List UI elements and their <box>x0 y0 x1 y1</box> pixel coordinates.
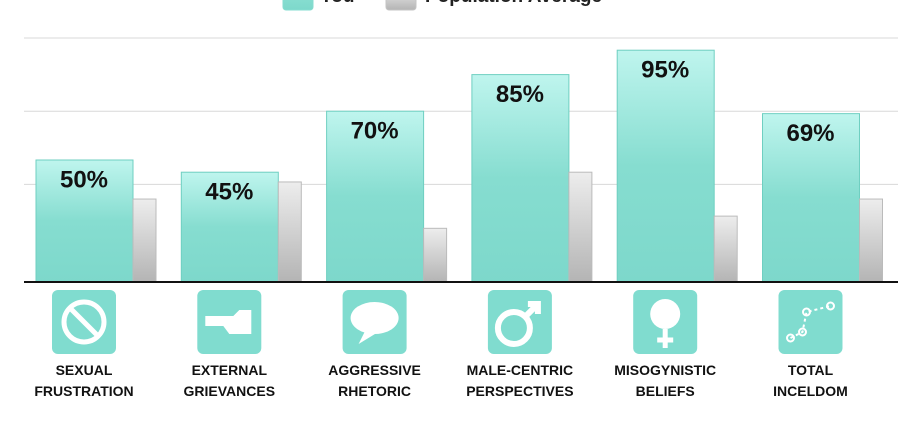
icon-glyph <box>802 307 811 317</box>
value-label: 45% <box>205 179 253 206</box>
icon-glyph <box>650 299 681 329</box>
x-tick-label: AGGRESSIVE RHETORIC <box>328 362 421 399</box>
legend-label: You <box>320 0 354 7</box>
icon <box>786 301 835 343</box>
icon-glyph <box>786 333 795 343</box>
icon <box>205 310 252 334</box>
icon-glyph <box>790 305 831 339</box>
icon-glyph <box>350 302 399 334</box>
legend-swatch <box>385 0 417 11</box>
icon <box>494 301 541 347</box>
icon-glyph <box>61 299 107 345</box>
x-tick-label: EXTERNAL GRIEVANCES <box>183 362 276 399</box>
bar <box>616 49 715 283</box>
value-label: 85% <box>496 81 544 108</box>
bar <box>762 113 860 283</box>
bar <box>423 227 448 283</box>
icon-glyph <box>657 329 674 348</box>
icon-glyph <box>523 301 541 319</box>
icon-glyph <box>205 310 252 334</box>
category-icon <box>778 290 843 354</box>
icon-glyph <box>494 309 533 347</box>
value-label: 69% <box>786 120 834 147</box>
bar <box>132 198 157 283</box>
icon-glyph <box>68 306 100 338</box>
icon-glyph <box>358 332 377 344</box>
bar <box>277 181 302 283</box>
value-label: 70% <box>351 118 399 145</box>
x-tick-label: SEXUAL FRUSTRATION <box>34 362 134 399</box>
x-tick-label: MALE-CENTRIC PERSPECTIVES <box>466 362 574 399</box>
bar <box>568 171 593 283</box>
icon-glyph <box>798 327 807 337</box>
icon <box>350 302 399 344</box>
value-label: 50% <box>60 166 108 193</box>
legend-swatch <box>282 0 314 11</box>
x-tick-label: MISOGYNISTIC BELIEFS <box>614 362 717 399</box>
x-tick-label: TOTAL INCELDOM <box>773 362 848 399</box>
icon-glyph <box>826 301 835 311</box>
bar <box>713 215 738 283</box>
bar <box>471 74 570 283</box>
bar <box>859 198 883 283</box>
legend-label: Population Average <box>425 0 602 7</box>
icon <box>61 299 107 345</box>
icon <box>650 299 681 348</box>
bar <box>326 110 425 283</box>
value-label: 95% <box>641 57 689 84</box>
